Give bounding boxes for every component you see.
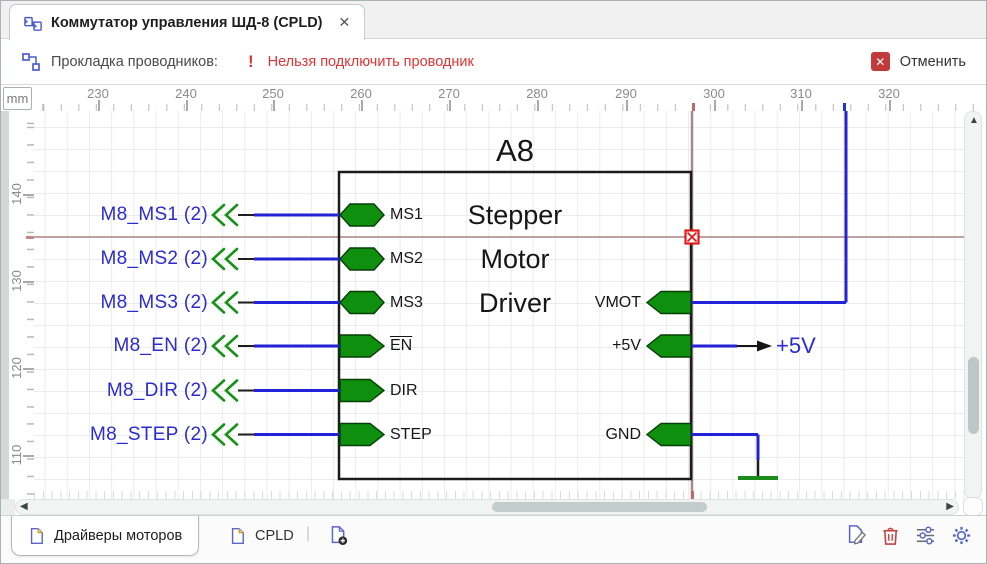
ruler-minor-ticks (34, 104, 982, 111)
power-port-arrow-icon (757, 340, 772, 352)
document-title: Коммутатор управления ШД-8 (CPLD) (51, 14, 323, 31)
pin-name: EN (390, 337, 413, 354)
delete-sheet-icon[interactable] (881, 525, 900, 546)
sheet-icon (28, 527, 45, 545)
warning-icon: ! (247, 51, 254, 71)
horizontal-scrollbar[interactable]: ◀ ▶ (15, 499, 959, 515)
tabbar-divider (1, 38, 986, 39)
sheet-tab-label: CPLD (255, 528, 294, 544)
vertical-scrollbar[interactable]: ▲ (964, 111, 982, 499)
cursor-position-marker (692, 103, 695, 111)
settings-gear-icon[interactable] (951, 525, 972, 546)
wire-position-marker (843, 103, 846, 111)
scroll-left-icon[interactable]: ◀ (20, 501, 28, 512)
pin-name: DIR (390, 381, 418, 399)
vertical-scroll-thumb[interactable] (968, 357, 979, 434)
sheet-tab-motors[interactable]: Драйверы моторов (11, 516, 200, 556)
document-tab-bar: Коммутатор управления ШД-8 (CPLD) ✕ (1, 1, 986, 40)
cancel-icon: ✕ (870, 52, 890, 71)
canvas-bottom-ticks (34, 491, 964, 499)
schematic-drawing (34, 111, 964, 499)
ruler-unit-label: mm (6, 91, 29, 106)
ruler-label: 250 (262, 86, 284, 101)
schematic-canvas[interactable]: A8 Stepper Motor Driver M8_MS1 (2) M8_MS… (34, 111, 964, 499)
ruler-label: 310 (790, 86, 812, 101)
wire[interactable] (254, 111, 848, 460)
sheet-tab-bar: Драйверы моторов CPLD | (1, 515, 986, 563)
ruler-unit-box: mm (3, 87, 32, 110)
cancel-button[interactable]: ✕ Отменить (870, 52, 966, 71)
tab-separator: | (306, 525, 311, 542)
net-label[interactable]: M8_EN (2) (113, 335, 208, 356)
cursor-position-marker (691, 491, 694, 499)
pin-shape[interactable] (339, 203, 692, 447)
net-label[interactable]: M8_STEP (2) (89, 423, 208, 445)
sheet-actions (846, 524, 972, 546)
pin-name: MS2 (390, 250, 423, 267)
add-sheet-icon[interactable] (329, 525, 348, 546)
component-name-line: Motor (480, 244, 550, 274)
sheet-tab-label: Драйверы моторов (54, 527, 183, 544)
ruler-label: 280 (526, 86, 548, 101)
pin-name: +5V (612, 337, 641, 354)
warning-message: Нельзя подключить проводник (267, 53, 474, 70)
route-wire-icon (21, 52, 41, 72)
ruler-label: 270 (438, 86, 460, 101)
ruler-label: 240 (175, 86, 197, 101)
ruler-label: 300 (703, 86, 725, 101)
net-stub (238, 214, 255, 436)
ruler-label: 260 (350, 86, 372, 101)
pin-name: MS3 (390, 293, 423, 311)
power-port-label[interactable]: +5V (776, 333, 816, 358)
net-label[interactable]: M8_DIR (2) (106, 379, 208, 401)
tool-mode-label: Прокладка проводников: (51, 53, 218, 70)
status-toolbar: Прокладка проводников: ! Нельзя подключи… (1, 39, 986, 85)
ruler-label: 320 (878, 86, 900, 101)
left-gutter (1, 111, 9, 499)
sheet-icon (229, 527, 246, 545)
scroll-up-icon[interactable]: ▲ (969, 115, 979, 126)
horizontal-scroll-thumb[interactable] (492, 502, 707, 512)
close-icon[interactable]: ✕ (338, 14, 351, 30)
wire-cursor-icon (684, 229, 700, 245)
cursor-position-marker (26, 236, 34, 239)
sheet-tab-cpld[interactable]: CPLD (229, 516, 294, 556)
ruler-minor-ticks (27, 111, 34, 499)
ruler-label: 290 (615, 86, 637, 101)
scroll-right-icon[interactable]: ▶ (946, 501, 954, 512)
component-name-line: Stepper (467, 200, 563, 230)
schematic-icon (24, 14, 42, 32)
component-body[interactable] (337, 170, 693, 481)
pin-name: GND (605, 425, 641, 443)
scrollbar-corner (963, 497, 983, 516)
horizontal-ruler: 230 240 250 260 270 280 290 300 310 320 … (1, 85, 986, 111)
ruler-label: 230 (87, 86, 109, 101)
filter-sliders-icon[interactable] (915, 525, 936, 546)
document-tab[interactable]: Коммутатор управления ШД-8 (CPLD) ✕ (9, 4, 366, 40)
pin-name: STEP (390, 425, 432, 443)
scrollbar-corner (1, 499, 15, 515)
pin-name: VMOT (594, 293, 641, 311)
pin-name: MS1 (390, 206, 423, 223)
net-chevron-icon (211, 203, 239, 446)
net-label[interactable]: M8_MS2 (2) (100, 248, 208, 269)
net-label[interactable]: M8_MS3 (2) (100, 291, 208, 313)
component-refdes[interactable]: A8 (496, 133, 534, 168)
edit-sheet-icon[interactable] (846, 524, 866, 546)
cancel-label: Отменить (899, 53, 966, 70)
net-label[interactable]: M8_MS1 (2) (100, 204, 208, 225)
vertical-ruler: 140 130 120 110 (1, 111, 34, 499)
component-name-line: Driver (479, 287, 551, 318)
